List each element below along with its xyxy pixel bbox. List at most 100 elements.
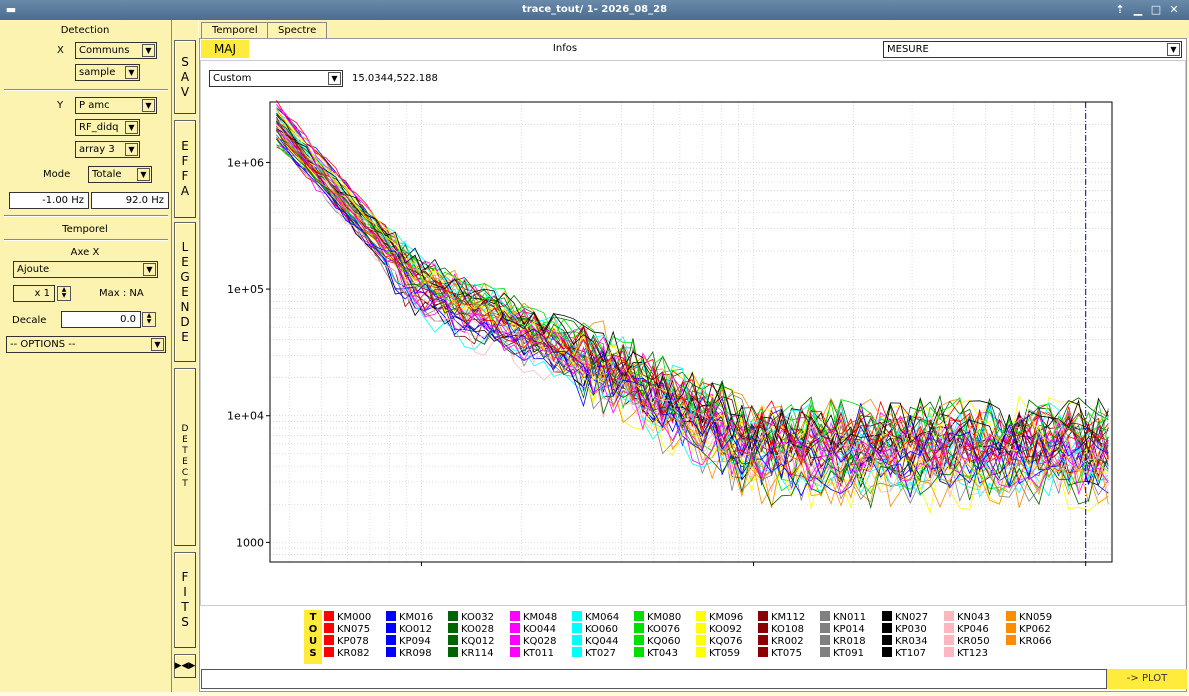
legend-entry[interactable]: KR082 (324, 647, 370, 660)
legend-entry[interactable]: KO028 (448, 623, 494, 636)
legend-entry[interactable]: KO060 (572, 623, 618, 636)
stay-on-top-icon[interactable]: ⇡ (1115, 3, 1125, 16)
legend-entry[interactable]: KQ060 (634, 635, 681, 648)
freq-min-field[interactable]: -1.00 Hz (9, 192, 89, 209)
collapse-arrows-icon: ▶◀▶ (174, 660, 196, 671)
series-line (276, 113, 1109, 456)
legend-entry[interactable]: KO032 (448, 611, 494, 624)
legend-entry[interactable]: KO044 (510, 623, 556, 636)
legend-entry[interactable]: KR050 (944, 635, 990, 648)
legend-label: KO032 (461, 612, 494, 623)
y-channel-combo[interactable]: RF_didq ▼ (75, 119, 140, 136)
legend-entry[interactable]: KO108 (758, 623, 804, 636)
multiplier-spinner[interactable]: ▲ ▼ (57, 286, 71, 301)
command-input[interactable] (201, 669, 1107, 689)
detect-letter: T (182, 446, 188, 456)
decale-label: Decale (12, 315, 47, 326)
legend-entry[interactable]: KT011 (510, 647, 554, 660)
axe-x-combo[interactable]: Ajoute ▼ (13, 261, 158, 278)
left-panel: Detection X Communs ▼ sample ▼ Y P amc ▼ RF… (0, 20, 172, 692)
legend-swatch (882, 611, 892, 621)
tab-temporel[interactable]: Temporel (201, 22, 269, 38)
x-source-combo[interactable]: Communs ▼ (75, 42, 157, 59)
legend-entry[interactable]: KP078 (324, 635, 369, 648)
close-icon[interactable]: ✕ (1169, 3, 1179, 16)
legend-entry[interactable]: KM016 (386, 611, 433, 624)
maximize-icon[interactable]: □ (1150, 3, 1162, 16)
legend-entry[interactable]: KO092 (696, 623, 742, 636)
legend-entry[interactable]: KT107 (882, 647, 926, 660)
legend-entry[interactable]: KP030 (882, 623, 927, 636)
decale-field[interactable]: 0.0 (61, 311, 141, 328)
options-value: -- OPTIONS -- (10, 339, 76, 350)
options-combo[interactable]: -- OPTIONS -- ▼ (6, 336, 166, 353)
legend-entry[interactable]: KP014 (820, 623, 865, 636)
decale-spinner[interactable]: ▲ ▼ (142, 312, 156, 327)
legend-entry[interactable]: KT123 (944, 647, 988, 660)
legend-swatch (448, 623, 458, 633)
legend-entry[interactable]: KT091 (820, 647, 864, 660)
legend-entry[interactable]: KQ028 (510, 635, 557, 648)
legend-entry[interactable]: KO012 (386, 623, 432, 636)
legend-entry[interactable]: KQ076 (696, 635, 743, 648)
divider (4, 239, 168, 241)
legend-entry[interactable]: KM080 (634, 611, 681, 624)
legend-entry[interactable]: KP046 (944, 623, 989, 636)
legend-entry[interactable]: KN059 (1006, 611, 1052, 624)
legend-entry[interactable]: KN043 (944, 611, 990, 624)
freq-max-field[interactable]: 92.0 Hz (91, 192, 169, 209)
legend-entry[interactable]: KN027 (882, 611, 928, 624)
legend-entry[interactable]: KR066 (1006, 635, 1052, 648)
legend-entry[interactable]: KR098 (386, 647, 432, 660)
y-array-combo[interactable]: array 3 ▼ (75, 141, 140, 158)
plot-button[interactable]: -> PLOT (1107, 669, 1187, 689)
legend-entry[interactable]: KR114 (448, 647, 494, 660)
mode-combo[interactable]: Totale ▼ (88, 166, 152, 183)
legend-entry[interactable]: KP062 (1006, 623, 1051, 636)
window-menu-icon[interactable]: ▬ (5, 3, 17, 16)
legend-swatch (510, 611, 520, 621)
legend-entry[interactable]: KM064 (572, 611, 619, 624)
y-source-combo[interactable]: P amc ▼ (75, 97, 157, 114)
legend-entry[interactable]: KP094 (386, 635, 431, 648)
multiplier-field[interactable]: x 1 (13, 285, 55, 302)
legend-entry[interactable]: KR002 (758, 635, 804, 648)
legend-entry[interactable]: KQ044 (572, 635, 619, 648)
x-variable-combo[interactable]: sample ▼ (75, 64, 140, 81)
tab-bar: Temporel Spectre (199, 20, 1189, 38)
maj-button[interactable]: MAJ (201, 40, 249, 58)
scale-mode-combo[interactable]: Custom ▼ (209, 70, 343, 87)
legend-entry[interactable]: KM112 (758, 611, 805, 624)
collapse-panel-button[interactable]: ▶◀▶ (174, 654, 196, 678)
legend-entry[interactable]: KR018 (820, 635, 866, 648)
legend-entry[interactable]: KM048 (510, 611, 557, 624)
legend-entry[interactable]: KR034 (882, 635, 928, 648)
legend-entry[interactable]: KM096 (696, 611, 743, 624)
series-line (276, 128, 1109, 477)
tab-spectre[interactable]: Spectre (267, 22, 328, 38)
axe-x-label: Axe X (70, 247, 100, 258)
legend-swatch (758, 611, 768, 621)
legend-entry[interactable]: KN075 (324, 623, 370, 636)
legend-entry[interactable]: KQ012 (448, 635, 495, 648)
legend-swatch (758, 623, 768, 633)
minimize-icon[interactable]: ▁ (1133, 3, 1143, 16)
mesure-combo[interactable]: MESURE ▼ (883, 41, 1182, 58)
legend-entry[interactable]: KT027 (572, 647, 616, 660)
legend-entry[interactable]: KM000 (324, 611, 371, 624)
legend-entry[interactable]: KN011 (820, 611, 866, 624)
legend-entry[interactable]: KT059 (696, 647, 740, 660)
legend-label: KP078 (337, 636, 369, 647)
legend-entry[interactable]: KO076 (634, 623, 680, 636)
legend-entry[interactable]: KT075 (758, 647, 802, 660)
series-line (276, 129, 1109, 467)
fits-letter: I (183, 585, 187, 599)
legend-entry[interactable]: KT043 (634, 647, 678, 660)
